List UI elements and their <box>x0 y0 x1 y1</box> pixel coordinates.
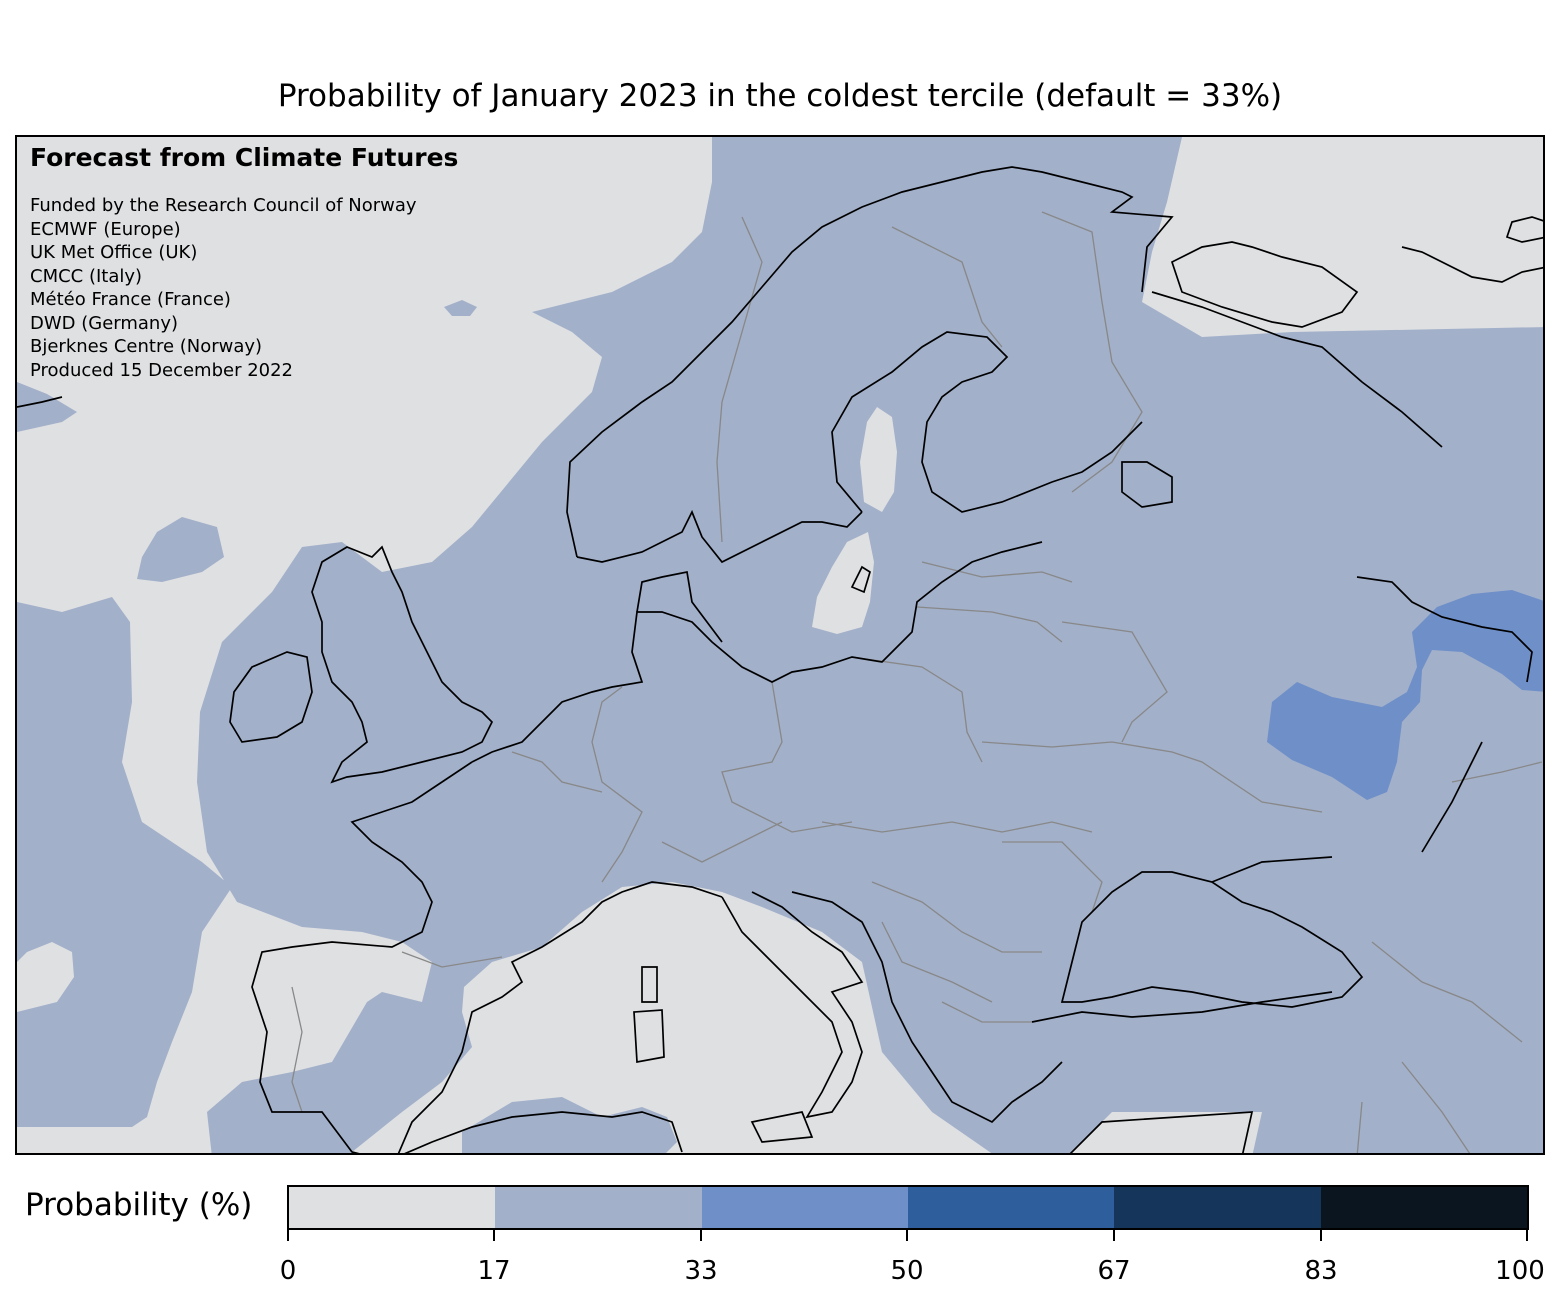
info-line-ecmwf: ECMWF (Europe) <box>30 218 181 240</box>
coastline-gulf-of-bothnia <box>831 331 1143 513</box>
colorbar-segment-17-33 <box>495 1187 702 1228</box>
coastline-sicily <box>750 1111 814 1143</box>
coastline-france-iberia <box>251 761 473 1153</box>
colorbar-label: Probability (%) <box>25 1187 253 1223</box>
info-line-produced: Produced 15 December 2022 <box>30 359 294 381</box>
info-line-cmcc: CMCC (Italy) <box>30 265 143 287</box>
national-borders <box>291 211 1543 1153</box>
colorbar-segment-83-100 <box>1320 1187 1527 1228</box>
coastline-sardinia <box>633 1009 665 1064</box>
coastline-great-britain <box>311 545 494 784</box>
colorbar-segment-50-67 <box>907 1187 1115 1228</box>
baltic-low-region-north <box>860 407 897 512</box>
colorbar-tick-label: 50 <box>890 1256 924 1286</box>
iceland-patch <box>444 300 477 316</box>
probability-region-17-33 <box>197 137 1543 1153</box>
info-line-ukmo: UK Met Office (UK) <box>30 242 198 263</box>
coastline-corsica <box>641 966 658 1003</box>
colorbar-tick <box>493 1230 495 1241</box>
info-line-funding: Funded by the Research Council of Norway <box>30 195 417 216</box>
atlantic-patch-west <box>17 597 232 1127</box>
coastline-north-africa <box>404 1111 683 1153</box>
colorbar-tick-label: 0 <box>279 1256 297 1286</box>
chart-title: Probability of January 2023 in the colde… <box>277 78 1283 114</box>
coastlines <box>17 166 1543 1153</box>
colorbar-segment-33-50 <box>701 1187 908 1228</box>
coastline-denmark <box>636 570 723 643</box>
coastline-black-sea <box>1060 871 1364 1008</box>
colorbar-tick-label: 17 <box>477 1256 511 1286</box>
forecast-heading: Forecast from Climate Futures <box>30 143 459 172</box>
coastline-iberia-mediterranean <box>397 881 723 1153</box>
map-panel <box>15 135 1545 1155</box>
coastline-scandinavia <box>566 166 1174 558</box>
atlantic-patch-northwest <box>17 382 77 432</box>
north-africa-patch <box>462 1097 677 1153</box>
colorbar-tick <box>287 1230 289 1241</box>
colorbar-tick <box>1526 1230 1528 1241</box>
colorbar-tick <box>1113 1230 1115 1241</box>
colorbar-tick-label: 100 <box>1495 1256 1545 1286</box>
info-line-meteofrance: Météo France (France) <box>30 289 231 310</box>
colorbar-tick <box>1320 1230 1322 1241</box>
coastline-baltic-south <box>471 541 1043 763</box>
info-line-dwd: DWD (Germany) <box>30 312 179 334</box>
info-line-bjerknes: Bjerknes Centre (Norway) <box>30 336 263 357</box>
coastline-ireland <box>229 651 313 743</box>
europe-map <box>17 137 1543 1153</box>
colorbar-tick-label: 33 <box>684 1256 718 1286</box>
colorbar-segment-0-17 <box>289 1187 496 1228</box>
colorbar-segment-67-83 <box>1114 1187 1321 1228</box>
colorbar <box>287 1185 1529 1230</box>
atlantic-patch-small <box>137 517 224 582</box>
probability-region-33-50 <box>1267 590 1543 800</box>
colorbar-tick-label: 67 <box>1097 1256 1131 1286</box>
baltic-low-region-south <box>812 532 874 634</box>
colorbar-tick-label: 83 <box>1304 1256 1338 1286</box>
coastline-balkans <box>791 891 1063 1124</box>
coastline-italy <box>721 891 864 1119</box>
colorbar-tick <box>700 1230 702 1241</box>
colorbar-tick <box>906 1230 908 1241</box>
forecast-info: Forecast from Climate Futures Funded by … <box>30 143 458 382</box>
